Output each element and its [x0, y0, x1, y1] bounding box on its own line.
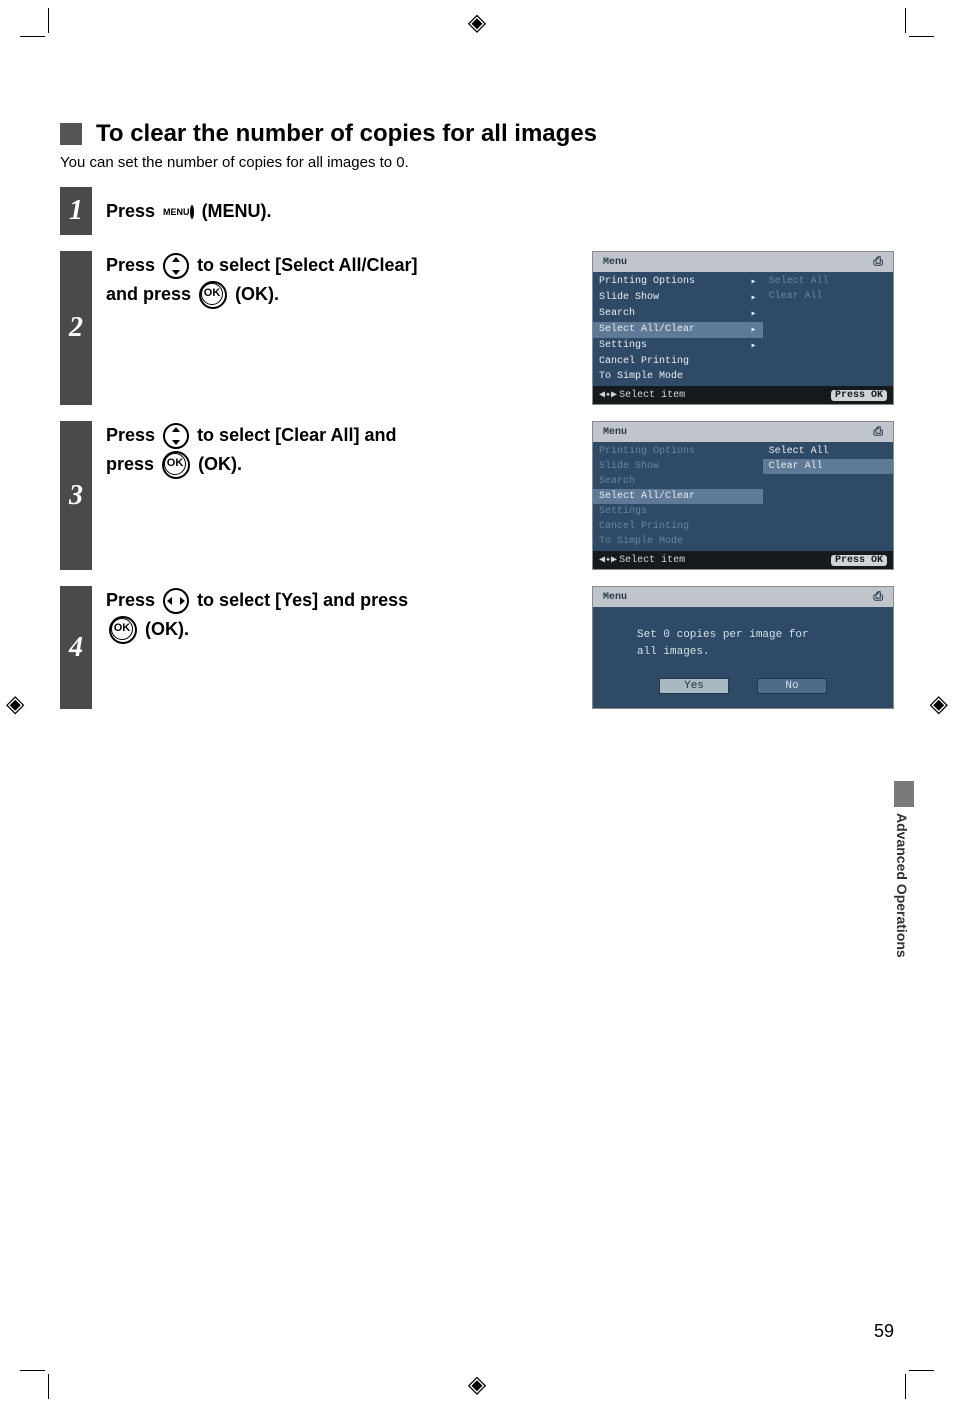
list-item: Search	[593, 474, 763, 489]
yes-button[interactable]: Yes	[659, 678, 729, 694]
step-number: 3	[60, 421, 92, 570]
register-mark-right: ◈	[930, 689, 948, 718]
no-button[interactable]: No	[757, 678, 827, 694]
list-item: Clear All	[763, 459, 893, 474]
screenshot-footer: ◀✦▶Select itemPress OK	[593, 551, 893, 569]
step-1: 1 Press MENU (MENU).	[60, 187, 894, 235]
list-item: Settings	[593, 504, 763, 519]
list-item: Clear All	[763, 289, 893, 304]
dialog-message: Set 0 copies per image for all images.	[617, 627, 869, 660]
screenshot-footer: ◀✦▶Select itemPress OK	[593, 386, 893, 404]
print-icon: ⎙	[873, 425, 883, 439]
step-2: 2 Press to select [Select All/Clear] and…	[60, 251, 894, 405]
ok-icon: OK	[109, 616, 137, 644]
updown-icon	[163, 253, 189, 279]
side-tab-label: Advanced Operations	[894, 807, 910, 1007]
step-number: 2	[60, 251, 92, 405]
list-item: Select All/Clear▸	[593, 322, 763, 338]
menu-icon: MENU	[163, 205, 194, 219]
list-item: Cancel Printing	[593, 354, 763, 369]
updown-icon	[163, 423, 189, 449]
list-item: To Simple Mode	[593, 369, 763, 384]
leftright-icon	[163, 588, 189, 614]
section-title: To clear the number of copies for all im…	[96, 120, 597, 148]
list-item: Search▸	[593, 306, 763, 322]
register-mark-top: ◈	[468, 8, 486, 37]
list-item: Cancel Printing	[593, 519, 763, 534]
list-item: Select All	[763, 274, 893, 289]
step-3: 3 Press to select [Clear All] and press …	[60, 421, 894, 570]
screenshot-menu-2: Menu⎙ Printing Options Slide Show Search…	[592, 421, 894, 570]
list-item: To Simple Mode	[593, 534, 763, 549]
list-item: Slide Show▸	[593, 290, 763, 306]
step-number: 4	[60, 586, 92, 709]
ok-icon: OK	[199, 281, 227, 309]
section-intro: You can set the number of copies for all…	[60, 154, 894, 171]
step-number: 1	[60, 187, 92, 235]
register-mark-left: ◈	[6, 689, 24, 718]
page-number: 59	[874, 1321, 894, 1342]
list-item: Slide Show	[593, 459, 763, 474]
list-item: Select All/Clear	[593, 489, 763, 504]
list-item: Settings▸	[593, 338, 763, 354]
list-item: Select All	[763, 444, 893, 459]
step-text: Press MENU (MENU).	[106, 197, 436, 226]
screenshot-menu-1: Menu⎙ Printing Options▸ Slide Show▸ Sear…	[592, 251, 894, 405]
print-icon: ⎙	[873, 255, 883, 269]
step-text: Press to select [Yes] and press OK (OK).	[106, 586, 436, 644]
side-tab: Advanced Operations	[886, 781, 914, 1021]
section-marker	[60, 123, 82, 145]
screenshot-dialog: Menu⎙ Set 0 copies per image for all ima…	[592, 586, 894, 709]
step-text: Press to select [Clear All] and press OK…	[106, 421, 436, 479]
ok-icon: OK	[162, 451, 190, 479]
print-icon: ⎙	[873, 590, 883, 604]
step-4: 4 Press to select [Yes] and press OK (OK…	[60, 586, 894, 709]
section-header: To clear the number of copies for all im…	[60, 120, 894, 148]
step-text: Press to select [Select All/Clear] and p…	[106, 251, 436, 309]
list-item: Printing Options	[593, 444, 763, 459]
register-mark-bottom: ◈	[468, 1370, 486, 1399]
list-item: Printing Options▸	[593, 274, 763, 290]
